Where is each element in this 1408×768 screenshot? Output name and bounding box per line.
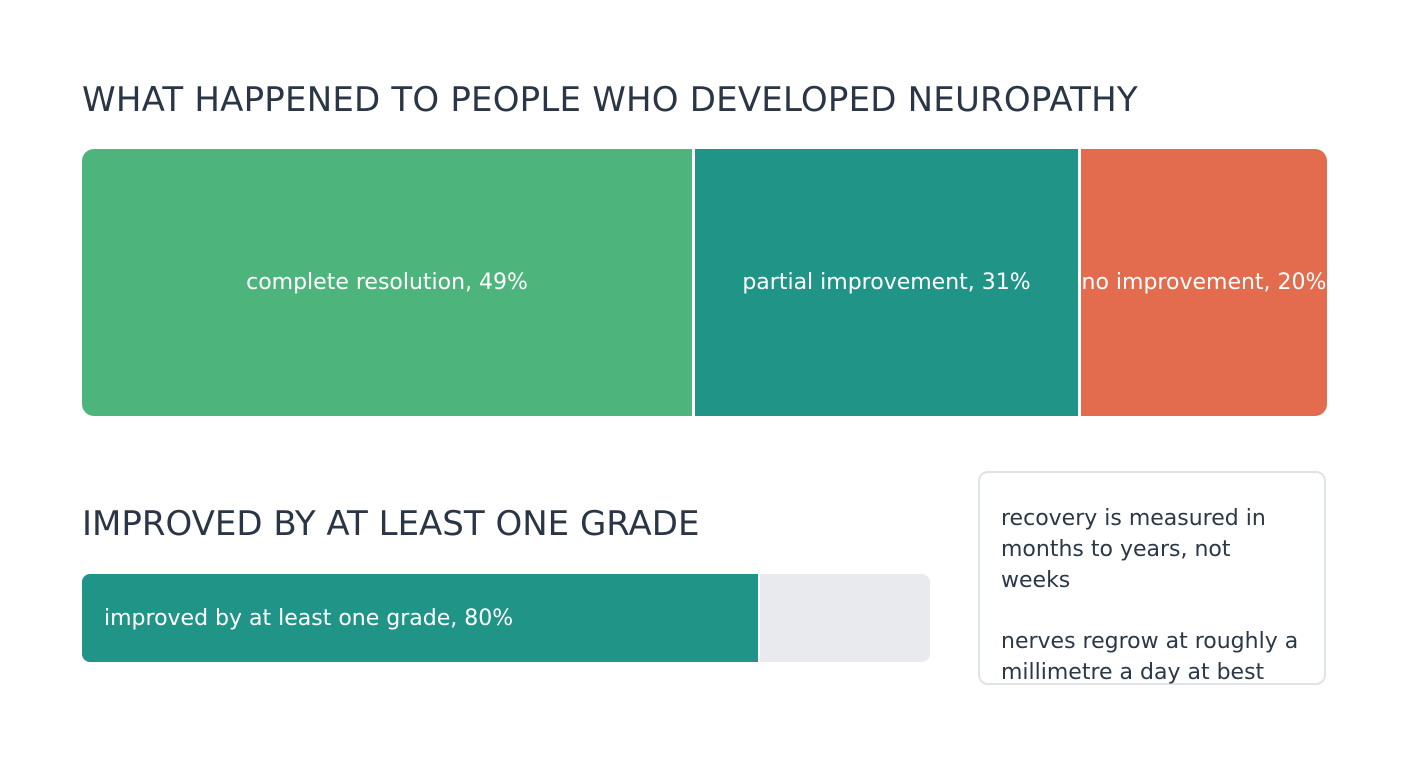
note-nerve-regrowth: nerves regrow at roughly a millimetre a … xyxy=(1001,629,1299,685)
improvement-chart-title: IMPROVED BY AT LEAST ONE GRADE xyxy=(82,504,700,544)
outcome-segment-complete-resolution: complete resolution, 49% xyxy=(82,149,693,416)
improvement-progress-track: improved by at least one grade, 80% xyxy=(82,574,930,662)
outcome-segment-label: partial improvement, 31% xyxy=(742,270,1031,295)
notes-card: recovery is measured in months to years,… xyxy=(978,471,1326,685)
improvement-progress-label: improved by at least one grade, 80% xyxy=(104,605,514,631)
improvement-progress-fill: improved by at least one grade, 80% xyxy=(82,574,761,662)
note-recovery-time: recovery is measured in months to years,… xyxy=(1001,506,1266,593)
outcome-segment-partial-improvement: partial improvement, 31% xyxy=(692,149,1078,416)
outcome-segment-label: no improvement, 20% xyxy=(1081,270,1327,295)
outcome-segment-no-improvement: no improvement, 20% xyxy=(1077,149,1327,416)
outcomes-chart-title: WHAT HAPPENED TO PEOPLE WHO DEVELOPED NE… xyxy=(82,80,1138,120)
outcomes-stacked-bar: complete resolution, 49% partial improvem… xyxy=(82,149,1327,416)
outcome-segment-label: complete resolution, 49% xyxy=(246,270,528,295)
